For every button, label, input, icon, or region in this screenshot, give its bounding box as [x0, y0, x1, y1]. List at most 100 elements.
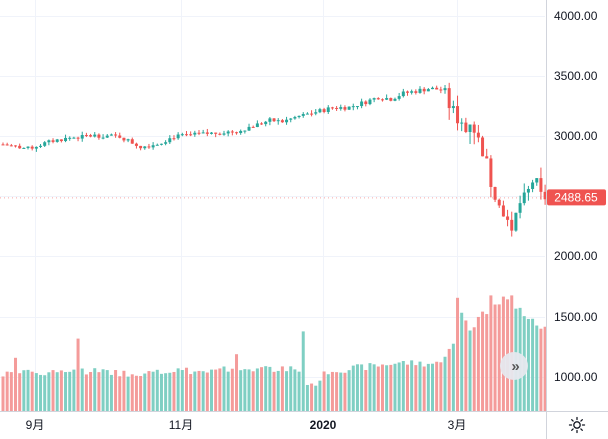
- candle-body: [310, 113, 314, 115]
- volume-bar: [105, 370, 109, 411]
- volume-bar: [276, 370, 280, 411]
- candle-body: [460, 122, 464, 124]
- volume-bar: [255, 368, 259, 411]
- candle-body: [1, 144, 5, 146]
- scroll-to-realtime-button[interactable]: »: [500, 352, 528, 380]
- volume-bar: [293, 369, 297, 411]
- candle-body: [268, 118, 272, 122]
- candle-body: [143, 146, 147, 149]
- candle-body: [51, 140, 55, 142]
- volume-bar: [22, 370, 26, 411]
- volume-bar: [322, 371, 326, 411]
- candle-body: [93, 134, 97, 137]
- volume-bar: [310, 383, 314, 411]
- volume-bar: [285, 371, 289, 411]
- x-tick-label: 9月: [26, 418, 45, 432]
- candle-body: [456, 106, 460, 124]
- candle-body: [293, 117, 297, 119]
- volume-bar: [493, 304, 497, 411]
- last-price-label: 2488.65: [554, 190, 598, 204]
- volume-bar: [47, 372, 51, 411]
- candle-body: [84, 135, 88, 137]
- candle-body: [326, 107, 330, 112]
- volume-bar: [9, 372, 13, 411]
- candle-body: [193, 132, 197, 135]
- volume-bar: [164, 373, 168, 411]
- volume-bar: [68, 371, 72, 411]
- candle-body: [134, 143, 138, 146]
- candle-body: [9, 145, 13, 147]
- grid: [0, 0, 545, 411]
- candle-body: [5, 144, 9, 146]
- candle-body: [410, 91, 414, 93]
- candle-body: [97, 134, 101, 138]
- volume-bar: [72, 369, 76, 411]
- volume-bar: [460, 312, 464, 411]
- volume-bar: [405, 364, 409, 411]
- candle-body: [226, 131, 230, 134]
- volume-bar: [447, 348, 451, 411]
- candle-body: [201, 132, 205, 134]
- candle-body: [218, 133, 222, 135]
- volume-bar: [80, 368, 84, 411]
- volume-bar: [122, 370, 126, 411]
- volume-bar: [305, 384, 309, 411]
- candle-body: [172, 138, 176, 140]
- candle-body: [401, 91, 405, 97]
- candle-body: [389, 98, 393, 101]
- candle-body: [476, 132, 480, 138]
- candle-body: [355, 106, 359, 108]
- candle-body: [189, 134, 193, 136]
- volume-bar: [335, 372, 339, 411]
- volume-bar: [201, 371, 205, 411]
- candle-body: [34, 146, 38, 149]
- volume-bar: [339, 372, 343, 411]
- volume-bar: [501, 296, 505, 411]
- volume-bar: [464, 320, 468, 411]
- candle-body: [468, 124, 472, 133]
- candle-body: [18, 145, 22, 149]
- volume-bar: [272, 371, 276, 411]
- volume-bar: [251, 371, 255, 411]
- volume-bar: [435, 361, 439, 411]
- y-tick-label: 4000.00: [554, 9, 598, 23]
- candle-body: [130, 139, 134, 144]
- candle-body: [68, 137, 72, 139]
- volume-bar: [34, 373, 38, 411]
- gear-icon: [568, 416, 586, 434]
- candle-body: [322, 109, 326, 112]
- volume-bar: [93, 368, 97, 411]
- volume-bar: [222, 366, 226, 411]
- candle-body: [147, 146, 151, 148]
- candle-body: [55, 139, 59, 142]
- candle-body: [489, 158, 493, 187]
- candle-body: [230, 131, 234, 133]
- volume-bar: [451, 343, 455, 411]
- candle-body: [335, 107, 339, 109]
- y-tick-label: 3500.00: [554, 69, 598, 83]
- candle-body: [72, 137, 76, 139]
- candle-body: [159, 143, 163, 145]
- candle-body: [155, 144, 159, 146]
- candle-body: [114, 134, 118, 136]
- volume-bar: [418, 361, 422, 411]
- volume-bar: [372, 364, 376, 411]
- candle-body: [339, 107, 343, 109]
- chart-settings-button[interactable]: [566, 414, 588, 436]
- candle-body: [485, 156, 489, 159]
- candle-body: [184, 134, 188, 136]
- candle-body: [126, 139, 130, 141]
- last-price-tag-bg: [547, 189, 606, 206]
- volume-tick-label: 1000.00: [554, 370, 598, 384]
- candle-body: [197, 132, 201, 134]
- candle-body: [272, 118, 276, 122]
- candle-body: [431, 87, 435, 90]
- candle-body: [526, 188, 530, 193]
- volume-bar: [443, 356, 447, 411]
- x-axis-ticks: 9月 11月 2020 3月: [26, 418, 467, 432]
- candle-body: [510, 219, 514, 231]
- volume-bar: [389, 364, 393, 411]
- candle-body: [210, 132, 213, 134]
